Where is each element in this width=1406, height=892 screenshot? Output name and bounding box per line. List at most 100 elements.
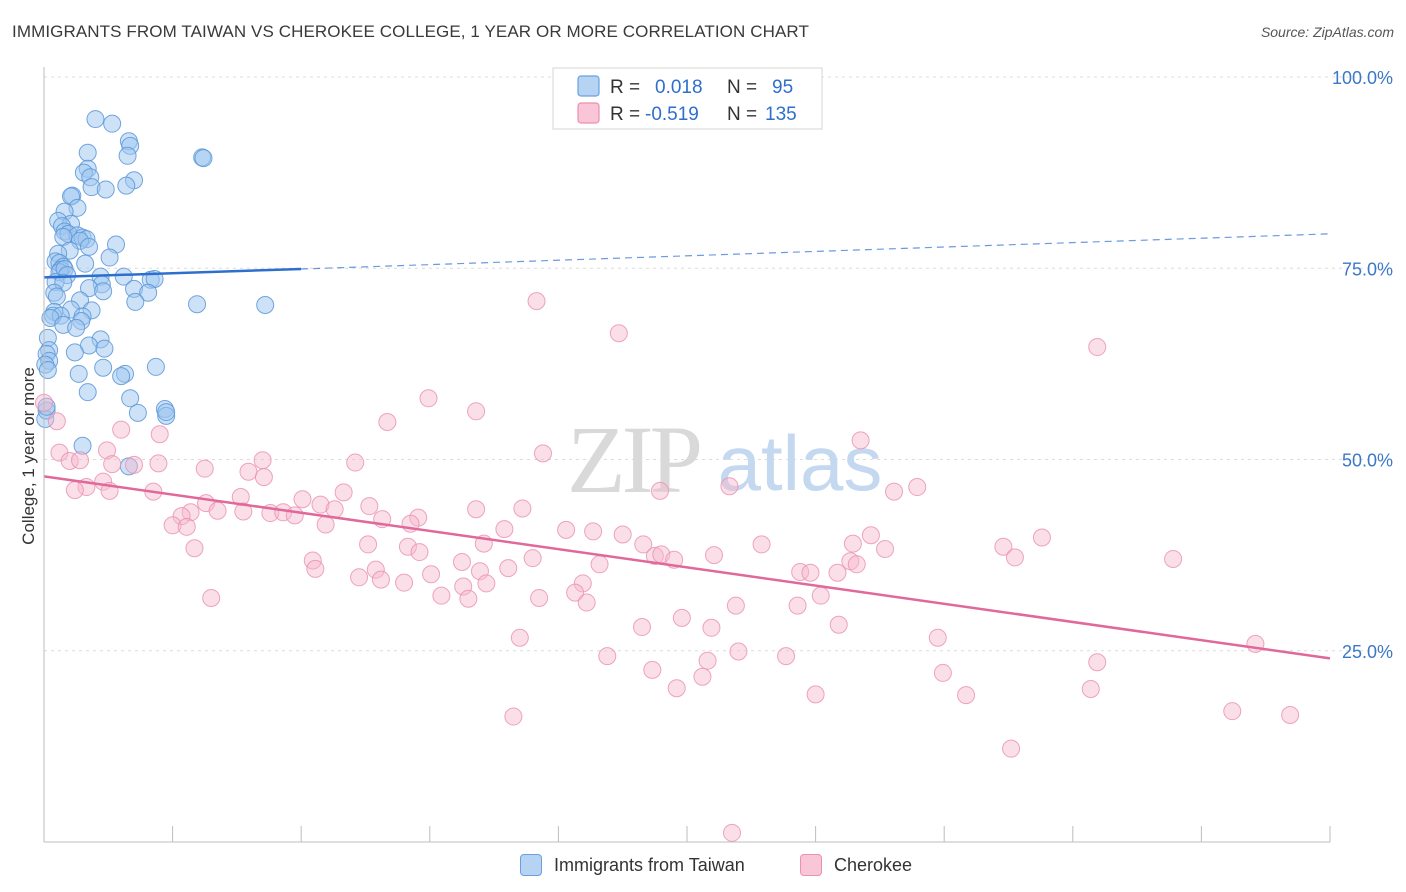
cherokee-point bbox=[598, 647, 617, 666]
cherokee-point bbox=[231, 487, 250, 506]
taiwan-point bbox=[103, 114, 122, 133]
cherokee-point bbox=[177, 517, 196, 536]
stats-legend: R = 0.018 N = 95 R = -0.519 N = 135 bbox=[552, 67, 823, 130]
chart-title: IMMIGRANTS FROM TAIWAN VS CHEROKEE COLLE… bbox=[12, 22, 809, 41]
y-tick-label: 25.0% bbox=[1342, 642, 1393, 662]
grid-layer bbox=[44, 76, 1394, 652]
cherokee-point bbox=[577, 593, 596, 612]
scatter-plot: ZIP atlas 25.0%50.0%75.0%100.0%0.0%100.0… bbox=[19, 67, 1394, 843]
cherokee-point bbox=[643, 660, 662, 679]
cherokee-point bbox=[908, 478, 927, 497]
legend-swatch-taiwan bbox=[577, 75, 600, 97]
taiwan-point bbox=[38, 360, 57, 379]
taiwan-point bbox=[67, 318, 86, 337]
source-label: Source: ZipAtlas.com bbox=[1260, 24, 1394, 40]
cherokee-point bbox=[293, 490, 312, 509]
cherokee-point bbox=[334, 483, 353, 502]
cherokee-point bbox=[360, 497, 379, 516]
cherokee-point bbox=[650, 481, 669, 500]
bottom-legend-swatch-taiwan bbox=[520, 854, 542, 876]
cherokee-point bbox=[523, 549, 542, 568]
taiwan-point bbox=[121, 389, 140, 408]
cherokee-point bbox=[590, 555, 609, 574]
cherokee-point bbox=[584, 522, 603, 541]
legend-r-value-taiwan: 0.018 bbox=[655, 77, 703, 98]
cherokee-point bbox=[510, 628, 529, 647]
cherokee-point bbox=[573, 574, 592, 593]
legend-n-value-taiwan: 95 bbox=[772, 77, 793, 98]
cherokee-point bbox=[788, 596, 807, 615]
cherokee-point bbox=[829, 615, 848, 634]
cherokee-point bbox=[422, 565, 441, 584]
cherokee-point bbox=[1002, 739, 1021, 758]
cherokee-point bbox=[459, 589, 478, 608]
cherokee-point bbox=[957, 686, 976, 705]
bottom-legend-swatch-cherokee bbox=[800, 854, 822, 876]
cherokee-point bbox=[452, 553, 471, 572]
cherokee-point bbox=[1164, 549, 1183, 568]
cherokee-point bbox=[726, 596, 745, 615]
taiwan-point bbox=[128, 403, 147, 422]
cherokee-trendline bbox=[43, 475, 1331, 660]
taiwan-point bbox=[78, 383, 97, 402]
taiwan-point bbox=[73, 436, 92, 455]
cherokee-point bbox=[234, 502, 253, 521]
cherokee-point bbox=[185, 539, 204, 558]
bottom-legend-label-cherokee: Cherokee bbox=[834, 854, 913, 875]
cherokee-point bbox=[667, 679, 686, 698]
taiwan-point bbox=[117, 176, 136, 195]
cherokee-point bbox=[253, 451, 272, 470]
cherokee-point bbox=[885, 482, 904, 501]
taiwan-point bbox=[256, 295, 275, 314]
cherokee-point bbox=[777, 647, 796, 666]
taiwan-point bbox=[96, 180, 115, 199]
cherokee-point bbox=[702, 618, 721, 637]
legend-n-label-cherokee: N = bbox=[727, 104, 757, 125]
cherokee-point bbox=[316, 515, 335, 534]
cherokee-point bbox=[103, 455, 122, 474]
cherokee-point bbox=[843, 534, 862, 553]
cherokee-point bbox=[1081, 680, 1100, 698]
cherokee-point bbox=[720, 477, 739, 496]
taiwan-point bbox=[94, 358, 113, 377]
cherokee-point bbox=[378, 413, 397, 432]
taiwan-point bbox=[80, 237, 99, 256]
cherokee-point bbox=[752, 535, 771, 554]
taiwan-point bbox=[157, 403, 176, 422]
cherokee-point bbox=[398, 537, 417, 556]
cherokee-point bbox=[432, 586, 451, 605]
taiwan-point bbox=[194, 149, 213, 168]
cherokee-point bbox=[705, 546, 724, 565]
cherokee-point bbox=[1281, 706, 1300, 725]
axis-layer: 25.0%50.0%75.0%100.0%0.0%100.0% bbox=[43, 67, 1393, 843]
cherokee-point bbox=[306, 559, 325, 578]
bottom-legend-label-taiwan: Immigrants from Taiwan bbox=[554, 854, 745, 875]
taiwan-point bbox=[114, 267, 133, 286]
y-tick-label: 50.0% bbox=[1342, 451, 1393, 471]
cherokee-point bbox=[698, 651, 717, 670]
watermark-zip: ZIP bbox=[567, 406, 700, 513]
taiwan-point bbox=[65, 343, 84, 362]
legend-swatch-cherokee bbox=[577, 102, 600, 124]
trend-layer bbox=[43, 233, 1331, 660]
cherokee-point bbox=[513, 499, 532, 518]
cherokee-point bbox=[527, 292, 546, 311]
cherokee-point bbox=[1223, 702, 1242, 721]
cherokee-point bbox=[47, 412, 66, 431]
cherokee-point bbox=[410, 543, 429, 562]
taiwan-point bbox=[94, 282, 113, 301]
cherokee-point bbox=[98, 441, 117, 460]
cherokee-point bbox=[557, 520, 576, 539]
cherokee-point bbox=[1088, 338, 1107, 357]
cherokee-point bbox=[613, 525, 632, 544]
taiwan-point bbox=[139, 283, 158, 302]
cherokee-point bbox=[693, 667, 712, 686]
cherokee-point bbox=[851, 431, 870, 450]
cherokee-point bbox=[467, 402, 486, 421]
cherokee-point bbox=[163, 516, 182, 535]
cherokee-point bbox=[495, 520, 514, 539]
cherokee-point bbox=[325, 500, 344, 519]
cherokee-point bbox=[632, 618, 651, 637]
taiwan-point bbox=[188, 295, 207, 314]
cherokee-point bbox=[172, 507, 191, 526]
